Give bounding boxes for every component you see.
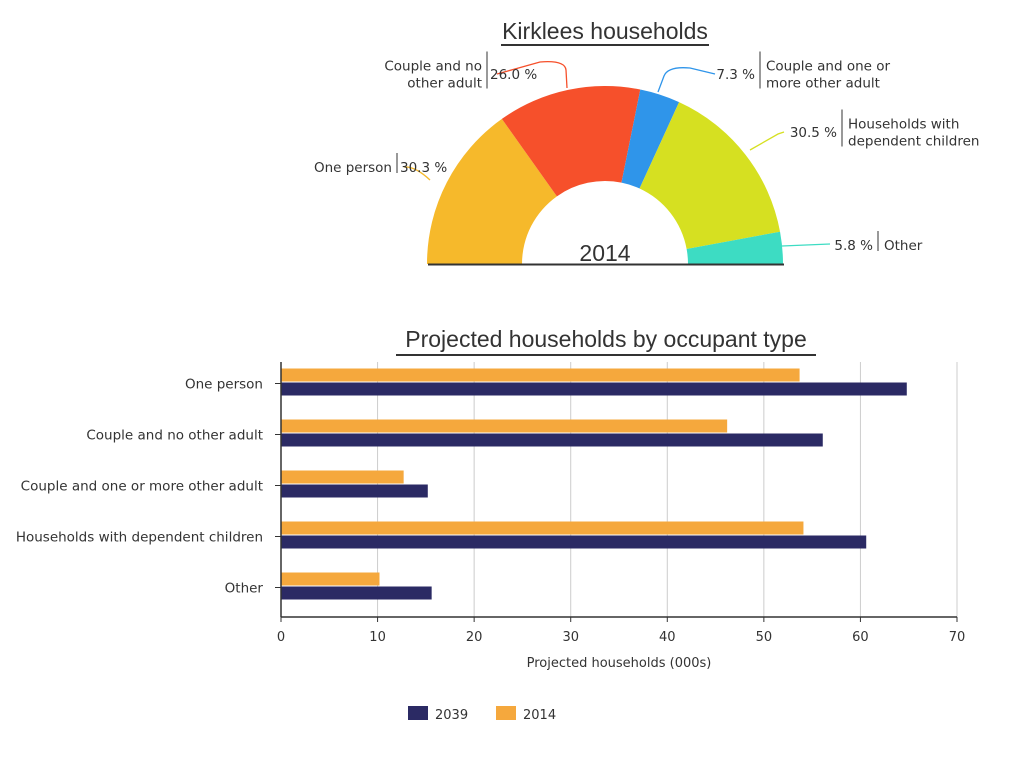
bar-2014 (281, 521, 804, 535)
pie-leader-line (657, 67, 716, 93)
pie-category-label: Couple and no (384, 59, 482, 75)
pie-value-label: 30.3 % (400, 160, 447, 176)
x-axis-title: Projected households (000s) (527, 656, 712, 671)
pie-category-label: One person (314, 160, 392, 176)
x-tick-label: 0 (277, 630, 285, 645)
pie-slice (686, 231, 783, 264)
y-category-label: Couple and no other adult (86, 428, 263, 444)
pie-slice (639, 102, 781, 249)
bar-2014 (281, 368, 800, 382)
bar-2039 (281, 433, 823, 447)
pie-center-label: 2014 (579, 240, 630, 266)
bar-2039 (281, 484, 428, 498)
pie-value-label: 26.0 % (490, 67, 537, 83)
pie-value-label: 7.3 % (716, 67, 755, 83)
y-category-label: One person (185, 377, 263, 393)
pie-value-label: 5.8 % (834, 238, 873, 254)
bar-2039 (281, 382, 907, 396)
pie-leader-line (496, 61, 568, 89)
bar-title: Projected households by occupant type (405, 326, 807, 352)
pie-category-label: more other adult (766, 76, 880, 92)
legend-swatch (408, 706, 428, 720)
x-tick-label: 40 (659, 630, 676, 645)
pie-title: Kirklees households (502, 18, 708, 44)
pie-category-label: dependent children (848, 134, 980, 150)
pie-slice (427, 118, 557, 264)
bar-2014 (281, 419, 728, 433)
x-tick-label: 30 (562, 630, 579, 645)
bar-2014 (281, 572, 380, 586)
bar-2039 (281, 586, 432, 600)
pie-category-label: Couple and one or (766, 59, 891, 75)
pie-category-label: other adult (407, 76, 482, 92)
legend-label: 2014 (523, 708, 556, 723)
pie-leader-line (749, 131, 785, 151)
x-tick-label: 10 (369, 630, 386, 645)
bar-2014 (281, 470, 404, 484)
y-category-label: Couple and one or more other adult (21, 479, 263, 495)
x-tick-label: 50 (756, 630, 773, 645)
pie-slice (621, 89, 680, 189)
pie-slice (501, 86, 641, 197)
pie-value-label: 30.5 % (790, 125, 837, 141)
x-tick-label: 70 (949, 630, 966, 645)
pie-leader-line (403, 166, 431, 181)
pie-leader-line (781, 243, 831, 247)
x-tick-label: 60 (852, 630, 869, 645)
pie-category-label: Households with (848, 117, 959, 133)
pie-category-label: Other (884, 238, 923, 254)
bar-2039 (281, 535, 867, 549)
x-tick-label: 20 (466, 630, 483, 645)
legend-swatch (496, 706, 516, 720)
y-category-label: Households with dependent children (16, 530, 263, 546)
y-category-label: Other (225, 581, 264, 597)
legend-label: 2039 (435, 708, 468, 723)
